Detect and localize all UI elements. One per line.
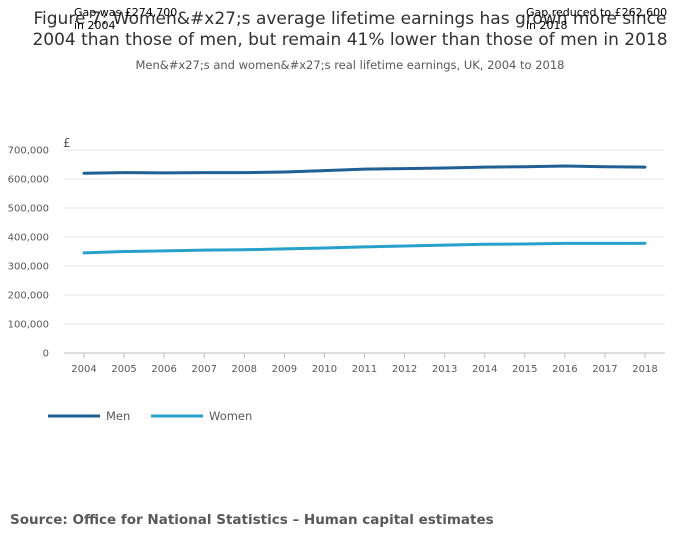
- y-tick-label: 300,000: [8, 262, 49, 273]
- chart-title-line-1: Figure 7: Women&#x27;s average lifetime …: [34, 9, 667, 29]
- x-tick-label: 2015: [512, 364, 537, 375]
- x-tick-label: 2006: [151, 364, 176, 375]
- chart-subtitle: Men&#x27;s and women&#x27;s real lifetim…: [136, 58, 565, 72]
- y-tick-label: 500,000: [8, 204, 49, 215]
- series-lines: [82, 164, 647, 255]
- x-tick-label: 2012: [392, 364, 417, 375]
- y-tick-label: 200,000: [8, 291, 49, 302]
- y-tick-label: 100,000: [8, 320, 49, 331]
- x-tick-label: 2013: [432, 364, 457, 375]
- annotations: Gap was £274,700 in 2004 Gap reduced to …: [74, 6, 667, 32]
- x-tick-label: 2005: [111, 364, 136, 375]
- annotation-2004-line-1: Gap was £274,700: [74, 6, 177, 19]
- x-tick-label: 2009: [272, 364, 297, 375]
- y-tick-label: 400,000: [8, 233, 49, 244]
- y-axis: 0 100,000 200,000 300,000 400,000 500,000 600,…: [8, 146, 49, 360]
- y-axis-unit-label: £: [63, 136, 71, 150]
- x-tick-label: 2016: [552, 364, 577, 375]
- series-line-women: [82, 241, 647, 255]
- y-tick-label: 600,000: [8, 175, 49, 186]
- x-tick-label: 2018: [632, 364, 657, 375]
- x-tick-label: 2010: [312, 364, 337, 375]
- x-tick-label: 2011: [352, 364, 377, 375]
- x-tick-label: 2007: [191, 364, 216, 375]
- y-tick-label: 0: [43, 349, 49, 360]
- legend-women-label: Women: [209, 409, 252, 423]
- annotation-2018-line-2: in 2018: [526, 19, 568, 32]
- annotation-2004-line-2: in 2004: [74, 19, 116, 32]
- source-note: Source: Office for National Statistics –…: [10, 512, 494, 528]
- chart-title-line-2: 2004 than those of men, but remain 41% l…: [32, 30, 667, 50]
- x-axis: 2004 2005 2006 2007 2008 2009 2010 2011 2012 2013…: [71, 353, 658, 375]
- legend-men-label: Men: [106, 409, 130, 423]
- x-tick-label: 2014: [472, 364, 497, 375]
- x-tick-label: 2017: [592, 364, 617, 375]
- series-line-men: [82, 164, 647, 175]
- legend: Men Women: [48, 409, 252, 423]
- annotation-2018-line-1: Gap reduced to £262,600: [526, 6, 667, 19]
- y-tick-label: 700,000: [8, 146, 49, 157]
- x-tick-label: 2004: [71, 364, 96, 375]
- x-tick-label: 2008: [232, 364, 257, 375]
